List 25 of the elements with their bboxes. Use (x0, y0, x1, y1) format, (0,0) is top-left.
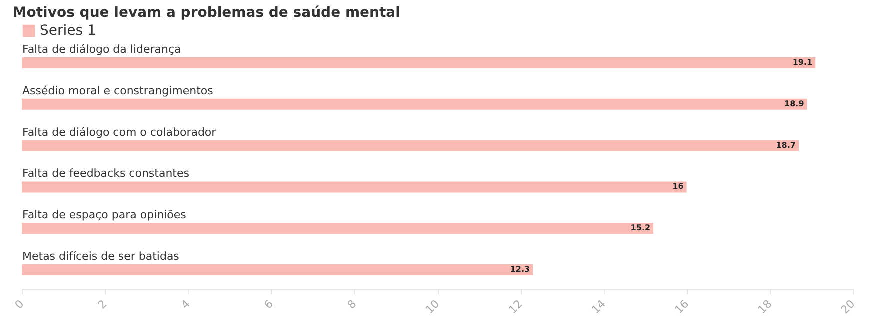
x-tick-label: 4 (178, 298, 193, 312)
data-label: 18.9 (784, 99, 805, 108)
x-tick-label: 8 (345, 298, 360, 312)
data-label: 18.7 (776, 140, 796, 150)
x-tick-label: 6 (262, 298, 276, 312)
y-tick-label: Metas difíceis de ser batidas (22, 250, 180, 263)
x-tick-label: 10 (423, 298, 442, 317)
y-tick-label: Falta de feedbacks constantes (22, 167, 190, 180)
data-label: 19.1 (792, 58, 814, 68)
data-label: 15.2 (630, 224, 651, 233)
data-label: 12.3 (510, 264, 530, 274)
y-tick-label: Assédio moral e constrangimentos (22, 84, 214, 98)
y-tick-label: Falta de diálogo da liderança (22, 43, 182, 56)
y-tick-label: Falta de diálogo com o colaborador (22, 126, 217, 139)
x-tick-label: 14 (589, 298, 608, 317)
x-tick-label: 20 (838, 298, 858, 317)
x-tick-label: 16 (672, 298, 692, 317)
x-tick-label: 2 (96, 298, 110, 312)
x-tick-label: 18 (756, 298, 775, 317)
y-tick-label: Falta de espaço para opiniões (22, 208, 187, 222)
chart-title: Motivos que levam a problemas de saúde mental (12, 5, 400, 21)
x-tick-label: 0 (12, 298, 27, 312)
legend-label: Series 1 (40, 23, 96, 39)
data-label: 16 (672, 182, 684, 192)
x-tick-label: 12 (506, 298, 526, 317)
